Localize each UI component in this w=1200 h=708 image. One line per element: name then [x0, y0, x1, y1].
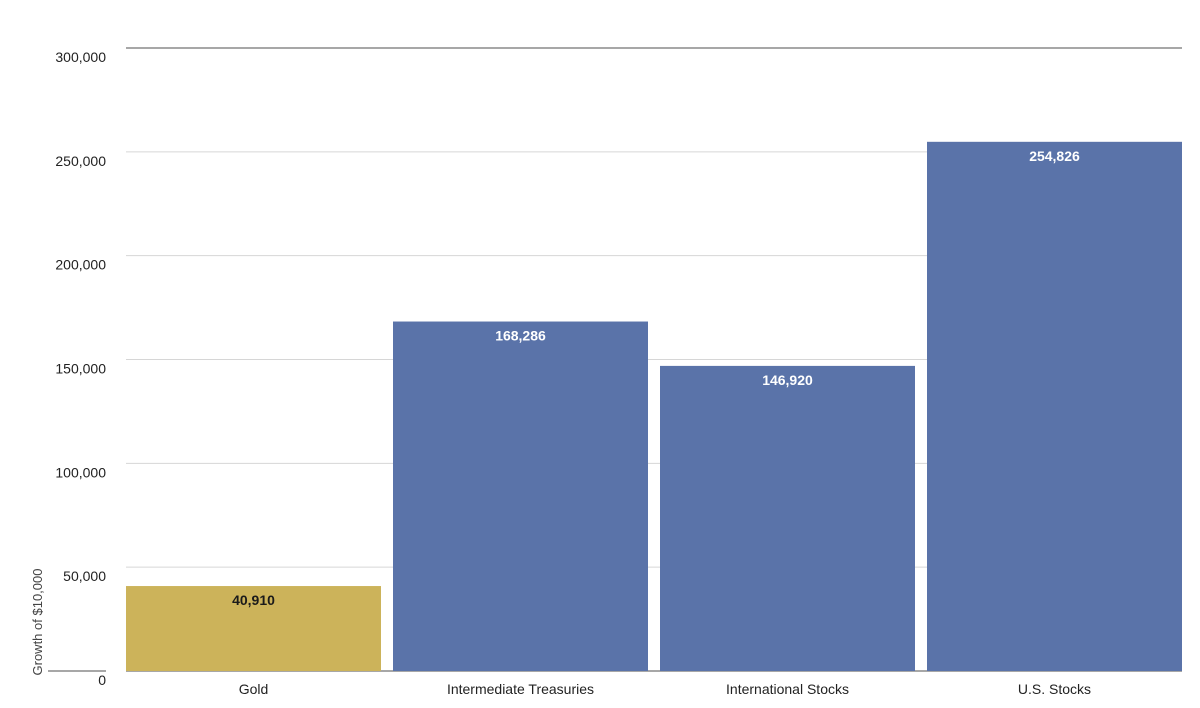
y-tick-label: 250,000 — [55, 153, 106, 169]
y-tick-label: 100,000 — [55, 464, 106, 480]
y-tick-label: 150,000 — [55, 361, 106, 377]
y-axis-ticks: 0 50,000 100,000 150,000 200,000 250,000 300,0… — [55, 49, 106, 688]
x-axis-labels: Gold Intermediate Treasuries International… — [239, 681, 1091, 697]
y-tick-label: 300,000 — [55, 49, 106, 65]
x-tick-label: Gold — [239, 681, 269, 697]
bar-international-stocks — [660, 365, 915, 671]
x-tick-label: International Stocks — [726, 681, 849, 697]
bar-value-label: 168,286 — [495, 328, 546, 344]
bar-value-label: 254,826 — [1029, 148, 1080, 164]
bars — [126, 141, 1182, 671]
bar-gold — [126, 586, 381, 671]
bar-intermediate-treasuries — [393, 321, 648, 671]
bar-u-s-stocks — [927, 141, 1182, 671]
x-tick-label: U.S. Stocks — [1018, 681, 1091, 697]
y-axis-title: Growth of $10,000 — [30, 569, 45, 676]
bar-value-label: 40,910 — [232, 592, 275, 608]
y-tick-label: 200,000 — [55, 257, 106, 273]
x-tick-label: Intermediate Treasuries — [447, 681, 594, 697]
value-labels: 40,910 168,286 146,920 254,826 — [232, 148, 1080, 608]
y-tick-label: 0 — [98, 672, 106, 688]
y-tick-label: 50,000 — [63, 568, 106, 584]
bar-value-label: 146,920 — [762, 372, 813, 388]
